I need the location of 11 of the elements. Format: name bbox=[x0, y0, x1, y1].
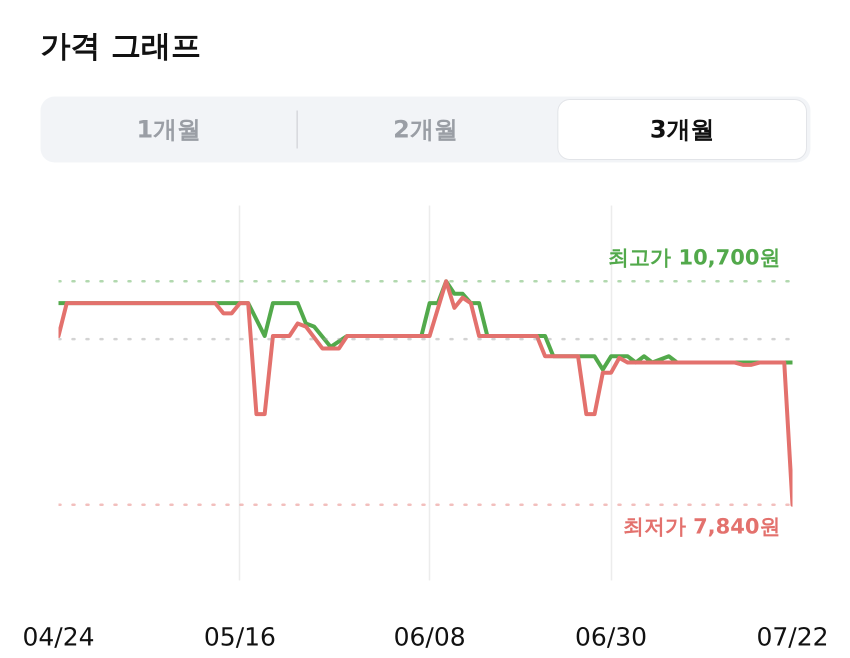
x-tick-label: 05/16 bbox=[204, 622, 276, 652]
ref-line-label: 최고가 10,700원 bbox=[608, 245, 781, 270]
text: 1개월 bbox=[136, 116, 202, 144]
x-tick-label: 06/08 bbox=[394, 622, 466, 652]
ref-line-label: 최저가 7,840원 bbox=[622, 514, 781, 539]
text: 2개월 bbox=[393, 116, 458, 144]
x-tick-label: 04/24 bbox=[22, 622, 95, 652]
x-tick-label: 07/22 bbox=[756, 622, 829, 652]
text: 3개월 bbox=[650, 116, 715, 144]
chart-title: 가격 그래프 bbox=[40, 29, 201, 64]
x-tick-label: 06/30 bbox=[575, 622, 648, 652]
